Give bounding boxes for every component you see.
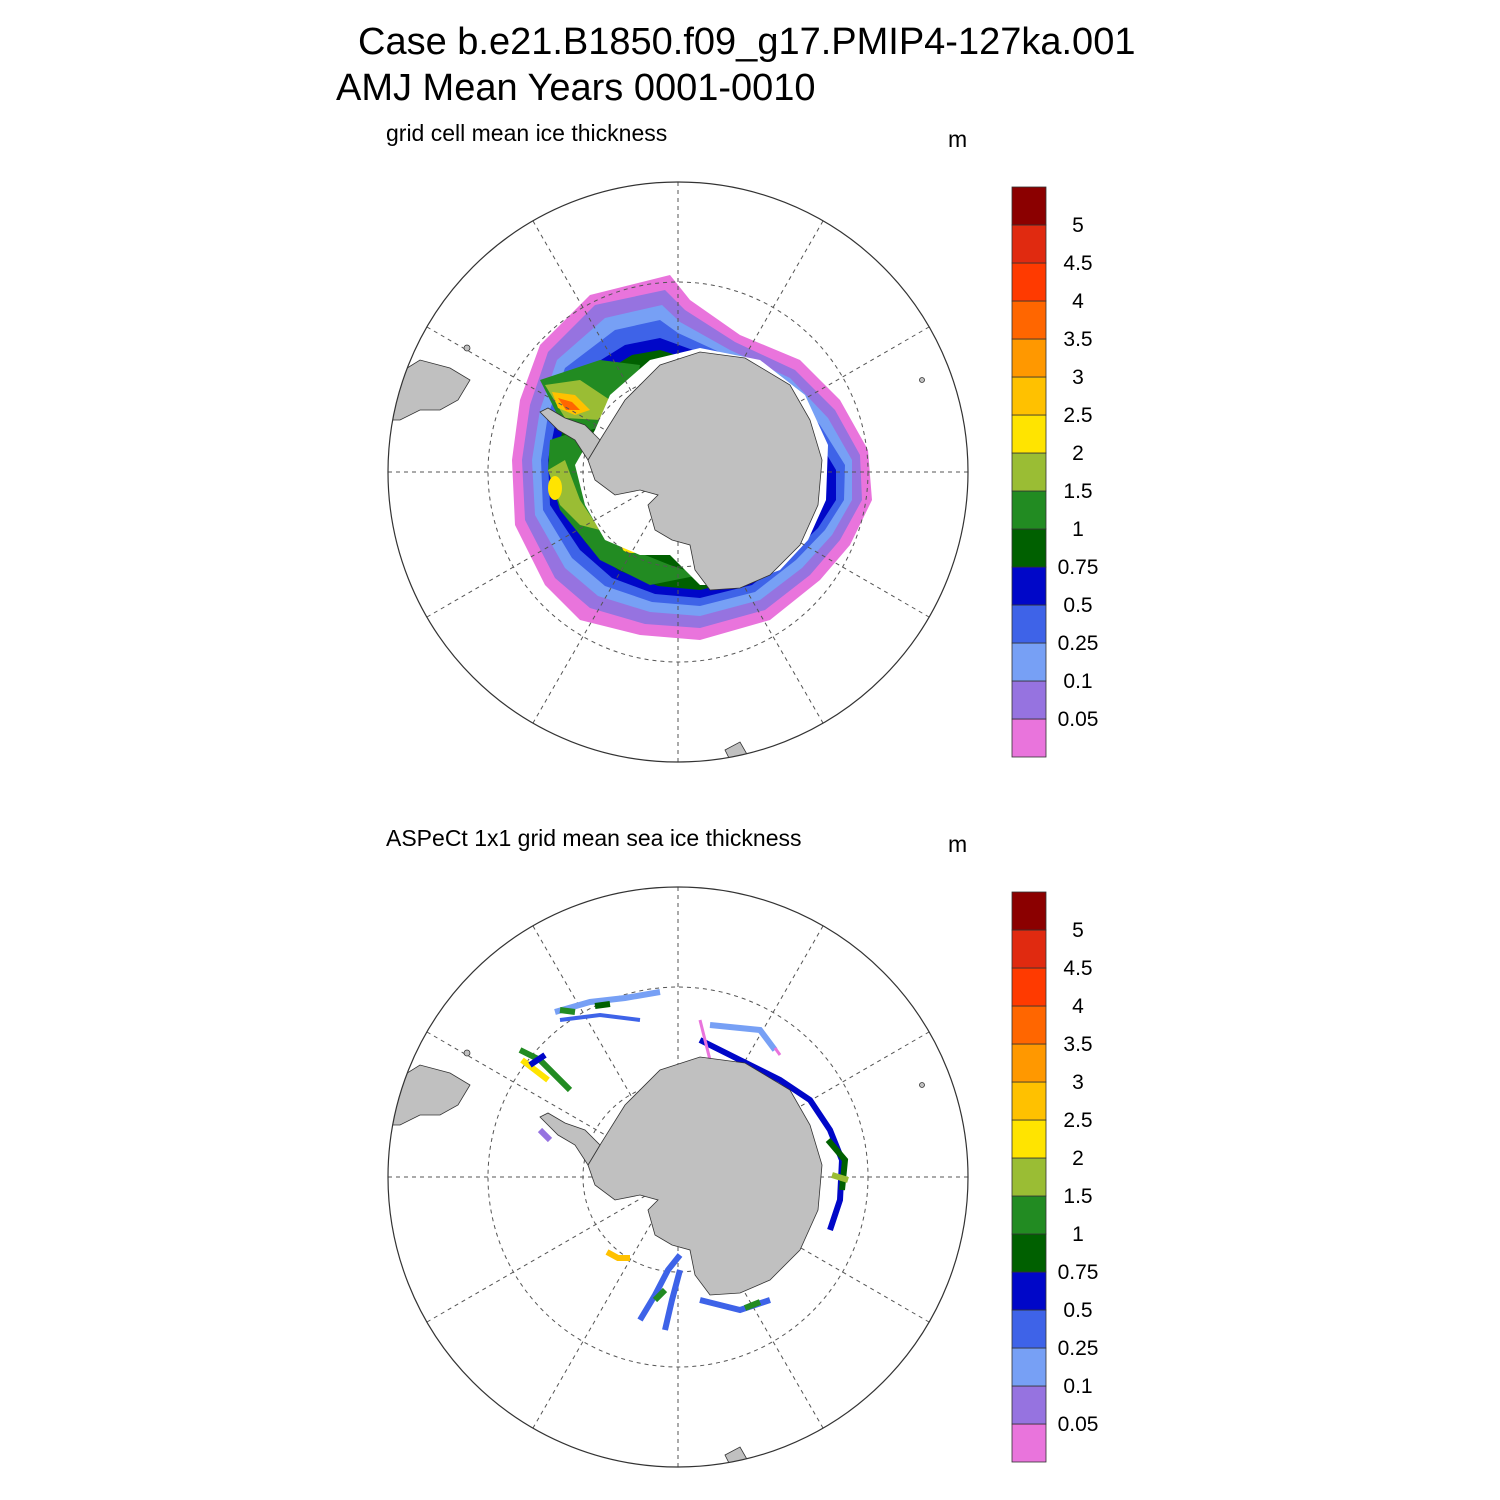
panel2-colorbar-label: 0.05 bbox=[1058, 1413, 1099, 1436]
panel2-colorbar-label: 4 bbox=[1072, 995, 1084, 1018]
panel1-south-america bbox=[388, 359, 471, 421]
panel1-colorbar-box bbox=[1011, 642, 1047, 682]
panel2-colorbar-box bbox=[1011, 891, 1047, 931]
panel2-colorbar: 0.05 0.1 0.25 0.5 0.75 1 1.5 2 2.5 3 3.5 4 4.5 5 bbox=[1011, 891, 1099, 1463]
panel1-colorbar-label: 0.25 bbox=[1058, 632, 1099, 655]
panel2-colorbar-box bbox=[1011, 1081, 1047, 1121]
panel1-colorbar-box bbox=[1011, 490, 1047, 530]
panel1-colorbar-label: 0.5 bbox=[1063, 594, 1092, 617]
panel2-colorbar-label: 2.5 bbox=[1063, 1109, 1092, 1132]
panel2-colorbar-label: 4.5 bbox=[1063, 957, 1092, 980]
panel1-colorbar-label: 2.5 bbox=[1063, 404, 1092, 427]
panel2-colorbar-label: 3 bbox=[1072, 1071, 1084, 1094]
panel2-antarctica bbox=[587, 1056, 823, 1296]
panel1-peninsula bbox=[539, 407, 601, 461]
panel1-map bbox=[387, 181, 969, 763]
panel1-subtitle: grid cell mean ice thickness bbox=[386, 120, 668, 146]
panel2-land bbox=[388, 1049, 925, 1466]
panel2-colorbar-label: 3.5 bbox=[1063, 1033, 1092, 1056]
panel1-map-border bbox=[387, 181, 969, 763]
panel2-colorbar-label: 0.5 bbox=[1063, 1299, 1092, 1322]
panel2-colorbar-label: 0.1 bbox=[1063, 1375, 1092, 1398]
panel1-colorbar-label: 3.5 bbox=[1063, 328, 1092, 351]
panel2-colorbar-box bbox=[1011, 967, 1047, 1007]
panel1-colorbar-box bbox=[1011, 186, 1047, 226]
panel1-colorbar: 0.05 0.1 0.25 0.5 0.75 1 1.5 2 2.5 3 3.5 4 4.5 5 bbox=[1011, 186, 1099, 758]
panel2-colorbar-box bbox=[1011, 1271, 1047, 1311]
panel2-colorbar-box bbox=[1011, 1195, 1047, 1235]
panel2-colorbar-box bbox=[1011, 1119, 1047, 1159]
panel1-land bbox=[388, 344, 925, 761]
panel1-colorbar-label: 0.75 bbox=[1058, 556, 1099, 579]
panel2-colorbar-label: 1.5 bbox=[1063, 1185, 1092, 1208]
panel1-colorbar-label: 5 bbox=[1072, 214, 1084, 237]
panel1-colorbar-box bbox=[1011, 452, 1047, 492]
panel1-colorbar-box bbox=[1011, 414, 1047, 454]
panel1-colorbar-box bbox=[1011, 604, 1047, 644]
panel2-south-america bbox=[388, 1064, 471, 1126]
panel1-colorbar-label: 4 bbox=[1072, 290, 1084, 313]
panel2-colorbar-box bbox=[1011, 1005, 1047, 1045]
panel2-colorbar-box bbox=[1011, 1233, 1047, 1273]
panel2-colorbar-box bbox=[1011, 1347, 1047, 1387]
panel2-colorbar-box bbox=[1011, 1385, 1047, 1425]
panel2-colorbar-label: 0.25 bbox=[1058, 1337, 1099, 1360]
panel1-colorbar-label: 4.5 bbox=[1063, 252, 1092, 275]
panel1-colorbar-box bbox=[1011, 680, 1047, 720]
panel1-colorbar-box bbox=[1011, 718, 1047, 758]
panel2-map bbox=[387, 886, 969, 1468]
figure-title-line2: AMJ Mean Years 0001-0010 bbox=[336, 67, 816, 109]
panel1-colorbar-box bbox=[1011, 566, 1047, 606]
panel1-colorbar-label: 1 bbox=[1072, 518, 1084, 541]
panel2-colorbar-box bbox=[1011, 1157, 1047, 1197]
panel2-subtitle: ASPeCt 1x1 grid mean sea ice thickness bbox=[386, 825, 802, 851]
panel2-map-border bbox=[387, 886, 969, 1468]
panel2-colorbar-box bbox=[1011, 929, 1047, 969]
panel2-colorbar-box bbox=[1011, 1423, 1047, 1463]
panel2-peninsula bbox=[539, 1112, 601, 1166]
panel2-ice-tracks bbox=[518, 989, 849, 1331]
panel2-colorbar-box bbox=[1011, 1043, 1047, 1083]
panel1-antarctica bbox=[587, 351, 823, 591]
panel2-colorbar-box bbox=[1011, 1309, 1047, 1349]
panel1-colorbar-label: 3 bbox=[1072, 366, 1084, 389]
panel1-colorbar-box bbox=[1011, 224, 1047, 264]
panel2-colorbar-label: 5 bbox=[1072, 919, 1084, 942]
panel1-colorbar-box bbox=[1011, 300, 1047, 340]
panel2-unit: m bbox=[948, 831, 968, 857]
panel1-colorbar-label: 0.05 bbox=[1058, 708, 1099, 731]
panel1-colorbar-box bbox=[1011, 338, 1047, 378]
panel1-colorbar-box bbox=[1011, 376, 1047, 416]
panel1-unit: m bbox=[948, 126, 968, 152]
panel1-colorbar-box bbox=[1011, 528, 1047, 568]
panel2-colorbar-label: 1 bbox=[1072, 1223, 1084, 1246]
figure-title-line1: Case b.e21.B1850.f09_g17.PMIP4-127ka.001 bbox=[358, 21, 1136, 63]
panel1-colorbar-label: 1.5 bbox=[1063, 480, 1092, 503]
panel2-colorbar-label: 0.75 bbox=[1058, 1261, 1099, 1284]
panel1-colorbar-label: 2 bbox=[1072, 442, 1084, 465]
panel2-colorbar-label: 2 bbox=[1072, 1147, 1084, 1170]
panel1-colorbar-label: 0.1 bbox=[1063, 670, 1092, 693]
panel1-colorbar-box bbox=[1011, 262, 1047, 302]
